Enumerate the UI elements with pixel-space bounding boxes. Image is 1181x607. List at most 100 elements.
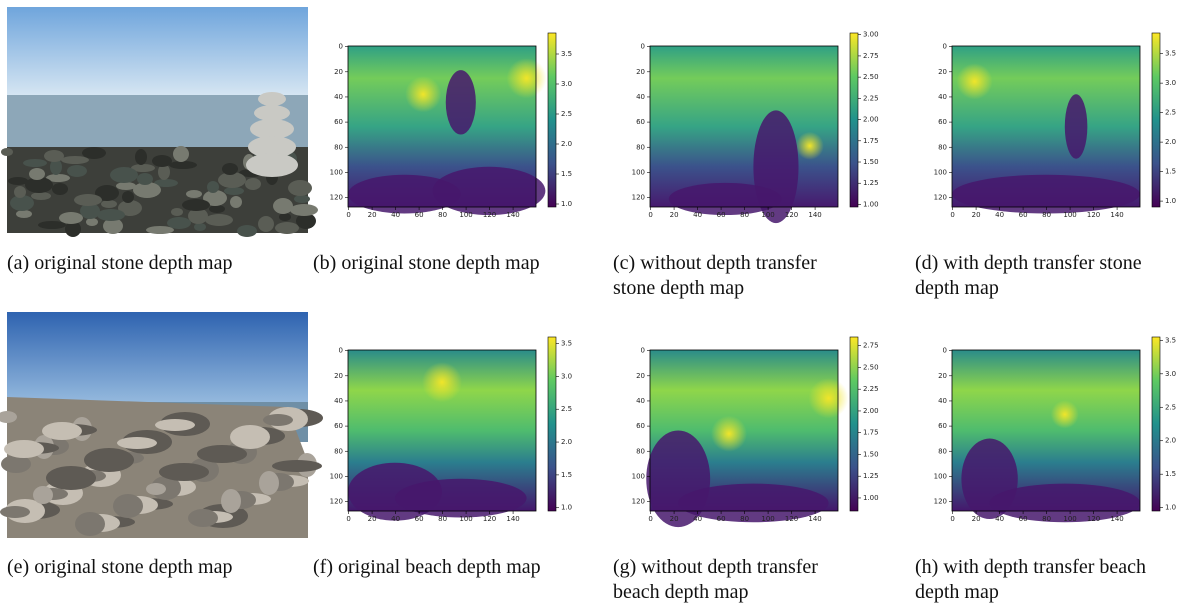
cairn-stone: [246, 153, 298, 177]
heatmap-highlight: [956, 63, 993, 100]
colorbar-tick-label: 1.5: [1165, 168, 1176, 176]
x-tick-label: 20: [368, 515, 377, 523]
pebble: [275, 222, 299, 234]
y-tick-label: 100: [330, 472, 343, 480]
x-tick-label: 100: [459, 211, 472, 219]
x-tick-label: 0: [950, 515, 954, 523]
colorbar-tick-label: 2.75: [863, 52, 879, 60]
rock: [259, 471, 279, 495]
x-tick-label: 140: [1110, 515, 1123, 523]
x-tick-label: 40: [391, 515, 400, 523]
caption: (e) original stone depth map: [7, 556, 233, 578]
x-tick-label: 40: [391, 211, 400, 219]
pebble: [46, 174, 70, 182]
heatmap: 0 20 40 60 80 100 120 140 0 20 40 60 80 100 120 1.0 1.5 2…: [934, 32, 1176, 219]
heatmap-highlight: [405, 76, 442, 113]
x-tick-label: 60: [1019, 211, 1028, 219]
x-tick-label: 0: [346, 515, 350, 523]
colorbar-tick-label: 2.25: [863, 385, 879, 393]
heatmap-shadow: [395, 478, 527, 518]
pebble: [8, 177, 28, 185]
x-tick-label: 80: [1042, 515, 1051, 523]
pebble: [14, 186, 26, 198]
y-tick-label: 0: [339, 347, 343, 355]
caption: (f) original beach depth map: [313, 556, 541, 578]
y-tick-label: 100: [632, 472, 645, 480]
caption: (d) with depth transfer stone depth map: [915, 252, 1142, 299]
y-tick-label: 40: [636, 93, 645, 101]
x-tick-label: 60: [717, 211, 726, 219]
y-tick-label: 120: [632, 194, 645, 202]
colorbar-tick-label: 2.00: [863, 116, 879, 124]
pebble: [188, 208, 208, 224]
y-tick-label: 40: [938, 397, 947, 405]
pebble: [131, 164, 155, 172]
cairn-stone: [258, 92, 286, 106]
y-tick-label: 40: [938, 93, 947, 101]
pebble: [207, 181, 219, 193]
x-tick-label: 60: [415, 515, 424, 523]
rock: [4, 440, 44, 458]
rock: [0, 506, 30, 518]
x-tick-label: 40: [995, 211, 1004, 219]
colorbar-tick-label: 3.0: [1165, 79, 1176, 87]
heatmap: 0 20 40 60 80 100 120 140 0 20 40 60 80 100 120 1.00 1.2…: [632, 336, 879, 528]
colorbar-tick-label: 1.25: [863, 179, 879, 187]
y-tick-label: 80: [636, 447, 645, 455]
colorbar-tick-label: 2.5: [1165, 403, 1176, 411]
pebble: [186, 190, 202, 198]
pebble: [296, 213, 316, 229]
rock: [230, 425, 270, 449]
pebble: [10, 195, 34, 211]
y-tick-label: 100: [632, 168, 645, 176]
rock: [221, 489, 241, 513]
x-tick-label: 80: [1042, 211, 1051, 219]
y-tick-label: 100: [934, 168, 947, 176]
pebble: [29, 168, 45, 180]
colorbar-tick-label: 3.5: [1165, 336, 1176, 344]
x-tick-label: 0: [648, 515, 652, 523]
pebble: [173, 146, 189, 162]
x-tick-label: 120: [483, 515, 496, 523]
x-tick-label: 20: [972, 211, 981, 219]
rock: [113, 494, 143, 518]
colorbar-tick-label: 2.5: [1165, 109, 1176, 117]
sky: [7, 7, 308, 95]
pebble: [279, 213, 291, 221]
caption: (g) without depth transfer beach depth m…: [613, 556, 818, 603]
rock: [188, 509, 218, 527]
pebble: [95, 185, 119, 201]
colorbar-tick-label: 1.75: [863, 137, 879, 145]
heatmap-shadow: [989, 483, 1140, 523]
y-tick-label: 0: [641, 347, 645, 355]
y-tick-label: 60: [938, 118, 947, 126]
colorbar-tick-label: 3.5: [561, 340, 572, 348]
pebble: [182, 199, 210, 211]
x-tick-label: 120: [785, 515, 798, 523]
pebble: [52, 183, 68, 195]
y-tick-label: 80: [334, 447, 343, 455]
pebble: [16, 210, 32, 218]
x-tick-label: 100: [1063, 515, 1076, 523]
y-tick-label: 120: [934, 498, 947, 506]
x-tick-label: 120: [785, 211, 798, 219]
pebble: [86, 218, 98, 226]
pebble: [146, 226, 174, 234]
pebble: [135, 149, 147, 165]
y-tick-label: 80: [938, 447, 947, 455]
pebble: [294, 195, 310, 203]
x-tick-label: 80: [438, 211, 447, 219]
y-tick-label: 80: [636, 143, 645, 151]
x-tick-label: 140: [506, 515, 519, 523]
pebble: [1, 148, 13, 156]
pebble: [116, 182, 136, 190]
caption: (c) without depth transfer stone depth m…: [613, 252, 817, 299]
colorbar-tick-label: 1.75: [863, 429, 879, 437]
rock: [75, 512, 105, 536]
y-tick-label: 20: [334, 372, 343, 380]
heatmap-shadow: [445, 70, 476, 135]
x-tick-label: 120: [1087, 515, 1100, 523]
pebble: [209, 205, 225, 213]
x-tick-label: 80: [740, 211, 749, 219]
